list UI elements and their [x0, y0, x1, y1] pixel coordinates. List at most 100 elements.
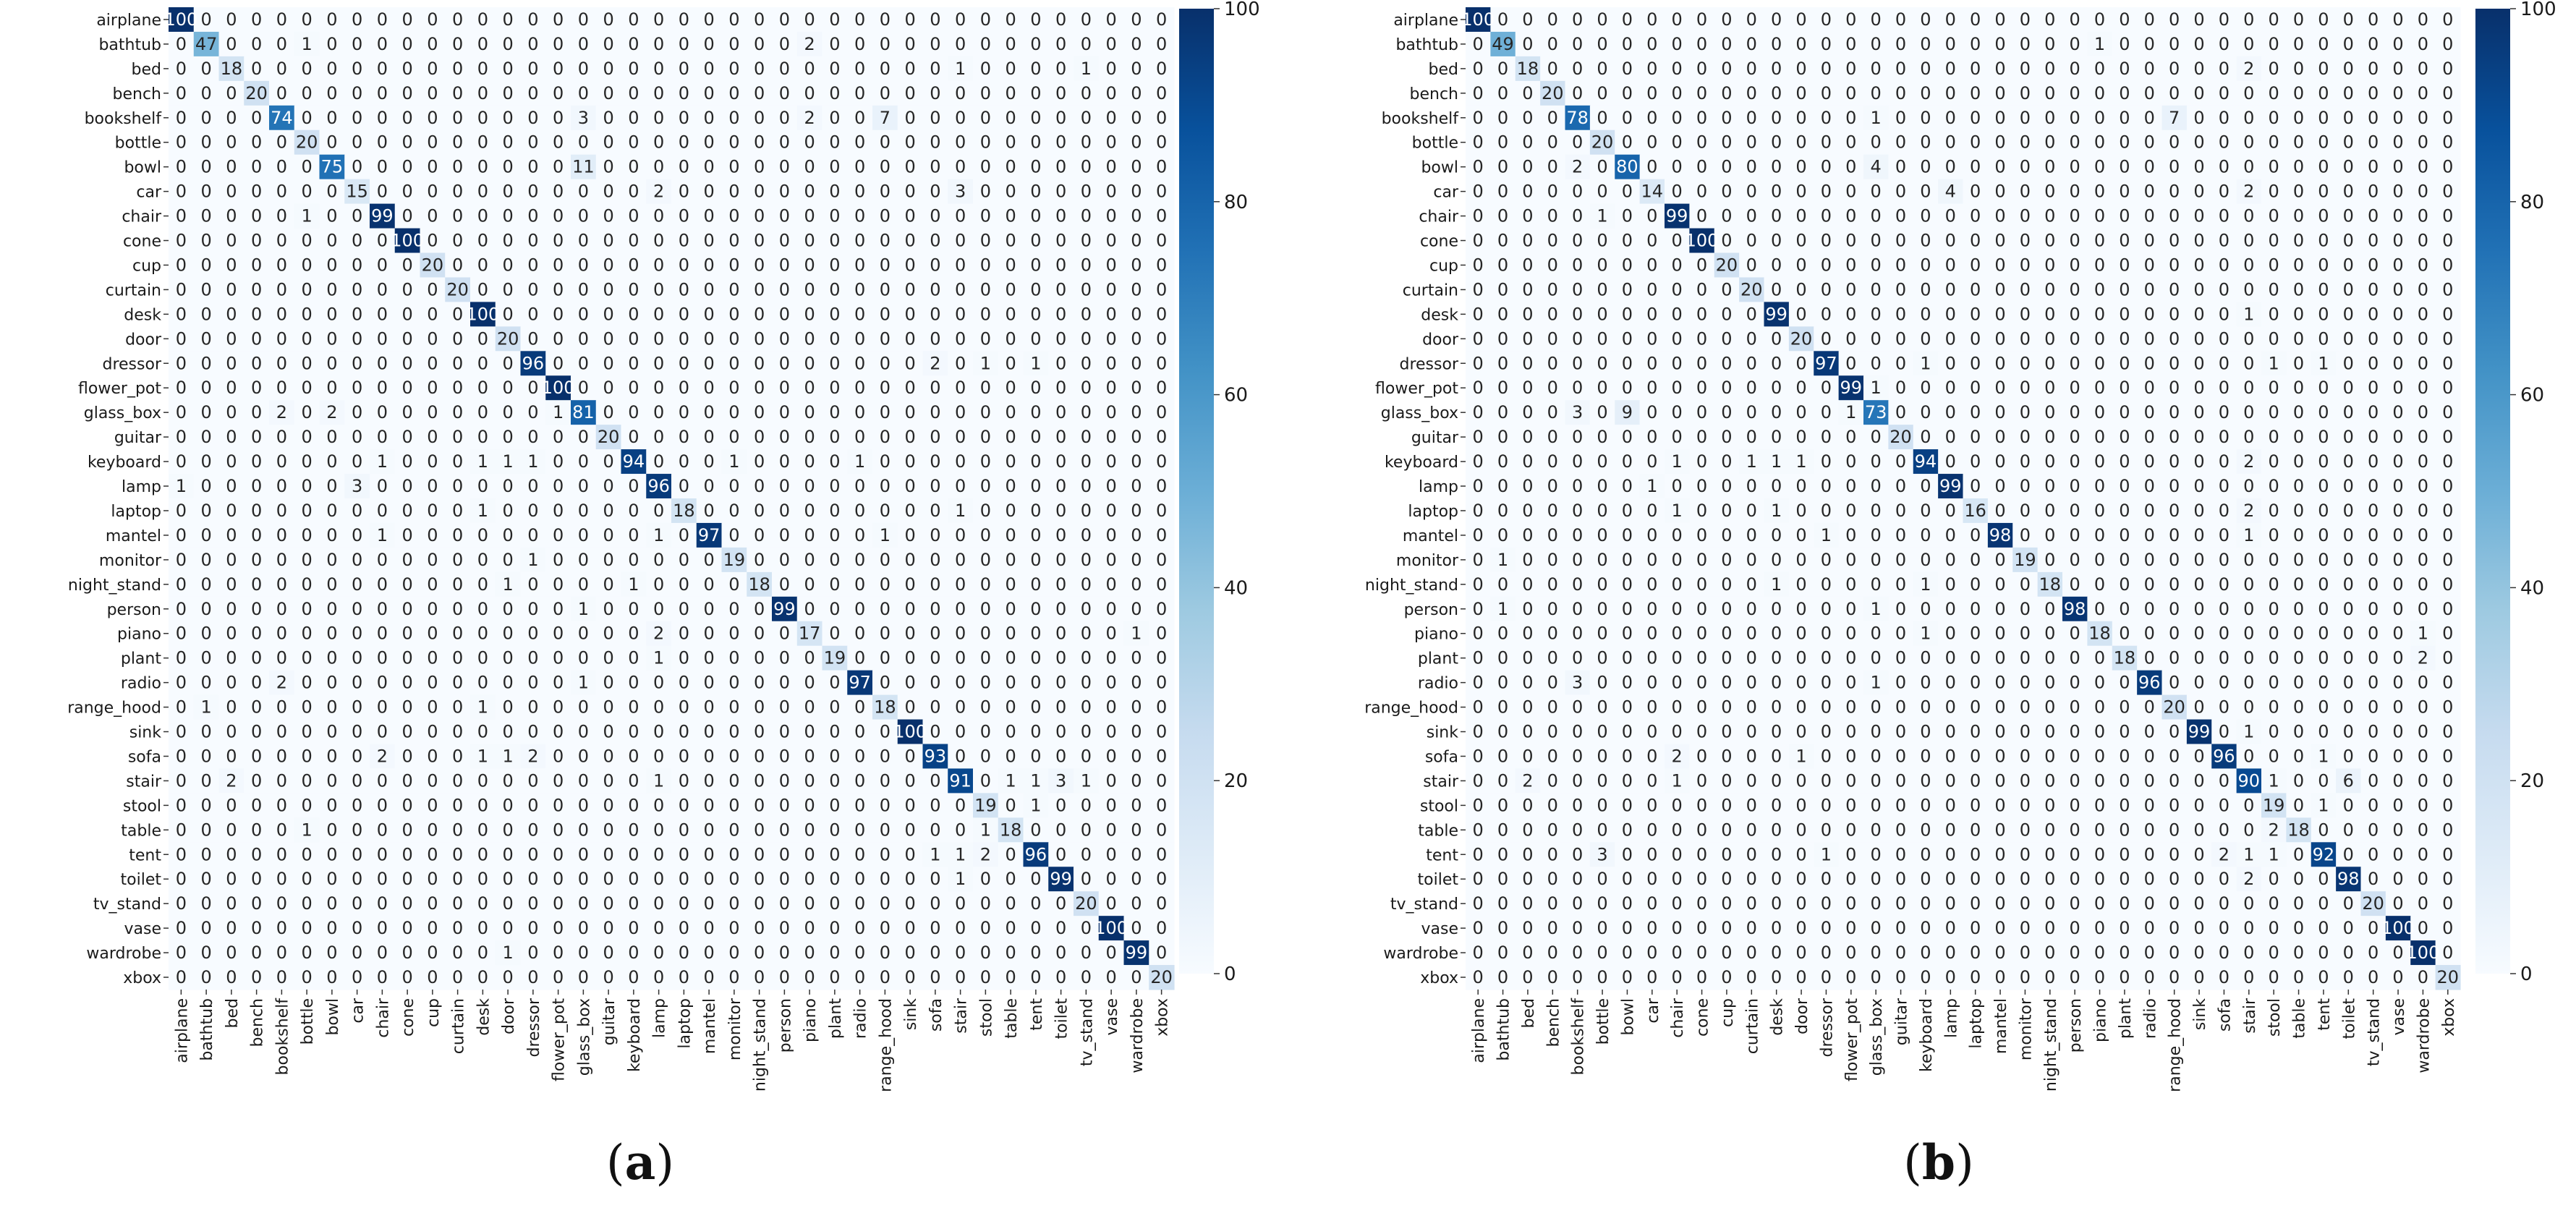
cell-value-label: 0	[754, 525, 765, 545]
cell-value-label: 0	[1105, 182, 1116, 202]
heatmap-cell	[872, 326, 898, 352]
cell-value-label: 0	[200, 648, 211, 668]
cell-value-label: 0	[1081, 722, 1092, 742]
cell-value-label: 0	[980, 231, 991, 251]
cell-value-label: 0	[930, 402, 940, 422]
cell-value-label: 0	[679, 83, 689, 103]
cell-value-label: 0	[804, 83, 815, 103]
cell-value-label: 0	[930, 967, 940, 987]
cell-value-label: 0	[276, 574, 287, 595]
cell-value-label: 0	[377, 943, 388, 963]
cell-value-label: 93	[924, 746, 947, 766]
cell-value-label: 0	[200, 378, 211, 398]
cell-value-label: 0	[603, 206, 613, 226]
cell-value-label: 0	[1055, 132, 1066, 153]
heatmap-cell	[1023, 252, 1049, 278]
cell-value-label: 0	[352, 206, 362, 226]
cell-value-label: 0	[880, 427, 890, 447]
cell-value-label: 0	[1055, 746, 1066, 766]
cell-value-label: 0	[251, 770, 262, 791]
cell-value-label: 0	[703, 255, 714, 275]
cell-value-label: 0	[628, 9, 639, 30]
heatmap-cell	[872, 302, 898, 327]
cell-value-label: 0	[930, 476, 940, 496]
cell-value-label: 0	[980, 943, 991, 963]
cell-value-label: 0	[829, 353, 840, 373]
cell-value-label: 0	[653, 378, 664, 398]
heatmap-cell	[872, 105, 898, 131]
cell-value-label: 0	[703, 353, 714, 373]
y-tick-label: piano	[117, 626, 161, 644]
cell-value-label: 97	[698, 525, 720, 545]
cell-value-label: 1	[930, 844, 940, 864]
cell-value-label: 0	[1156, 770, 1167, 791]
heatmap-cell	[420, 203, 446, 229]
heatmap-cell	[470, 203, 496, 229]
cell-value-label: 0	[301, 279, 312, 299]
cell-value-label: 0	[904, 182, 915, 202]
heatmap-cell	[370, 154, 396, 180]
cell-value-label: 0	[301, 427, 312, 447]
heatmap-cell	[545, 179, 571, 205]
cell-value-label: 0	[779, 844, 790, 864]
y-tick-label: table	[121, 822, 161, 840]
cell-value-label: 0	[980, 157, 991, 177]
cell-value-label: 0	[226, 918, 237, 938]
cell-value-label: 0	[1055, 795, 1066, 815]
cell-value-label: 0	[527, 157, 538, 177]
cell-value-label: 0	[301, 328, 312, 349]
heatmap-cell	[922, 252, 948, 278]
heatmap-cell	[671, 105, 697, 131]
cell-value-label: 0	[226, 550, 237, 570]
cell-value-label: 0	[829, 476, 840, 496]
heatmap-cell	[696, 179, 723, 205]
cell-value-label: 0	[226, 34, 237, 54]
cell-value-label: 0	[804, 844, 815, 864]
cell-value-label: 0	[1622, 9, 1633, 30]
confusion-matrix-b-svg: 100 0 0 0 0 0 0 0 0 0 0 0 0 0 0 0 0 0 0 0 0 0 0 0 0 0 0 0 0 0 0 0 0 0 0 0 0 0…	[1364, 0, 2556, 1191]
cell-value-label: 0	[502, 59, 513, 79]
heatmap-cell	[897, 228, 924, 254]
cell-value-label: 0	[578, 648, 589, 668]
heatmap-cell	[897, 31, 924, 57]
cell-value-label: 0	[1131, 328, 1142, 349]
heatmap-cell	[244, 105, 270, 131]
cell-value-label: 0	[176, 648, 187, 668]
cell-value-label: 0	[226, 893, 237, 914]
cell-value-label: 0	[226, 255, 237, 275]
cell-value-label: 0	[930, 795, 940, 815]
cell-value-label: 0	[553, 108, 564, 128]
cell-value-label: 0	[930, 83, 940, 103]
cell-value-label: 0	[401, 770, 412, 791]
cell-value-label: 0	[804, 182, 815, 202]
cell-value-label: 0	[1005, 648, 1016, 668]
cell-value-label: 0	[553, 869, 564, 889]
heatmap-cell	[470, 326, 496, 352]
heatmap-cell	[1048, 80, 1074, 106]
heatmap-cell	[344, 228, 370, 254]
cell-value-label: 0	[326, 451, 337, 472]
y-tick-label: stair	[126, 773, 162, 791]
cell-value-label: 0	[628, 132, 639, 153]
cell-value-label: 0	[1105, 722, 1116, 742]
cell-value-label: 0	[527, 967, 538, 987]
heatmap-cell	[1048, 252, 1074, 278]
heatmap-cell	[495, 351, 522, 376]
heatmap-cell	[822, 154, 848, 180]
heatmap-cell	[169, 80, 195, 106]
cell-value-label: 0	[904, 770, 915, 791]
cell-value-label: 0	[200, 9, 211, 30]
cell-value-label: 0	[1597, 9, 1607, 30]
cell-value-label: 0	[477, 34, 488, 54]
cell-value-label: 0	[427, 206, 438, 226]
cell-value-label: 0	[377, 722, 388, 742]
cell-value-label: 1	[477, 501, 488, 521]
heatmap-cell	[696, 277, 723, 302]
cell-value-label: 0	[603, 599, 613, 619]
cell-value-label: 0	[829, 59, 840, 79]
cell-value-label: 0	[1156, 795, 1167, 815]
cell-value-label: 0	[527, 722, 538, 742]
cell-value-label: 0	[1156, 304, 1167, 324]
cell-value-label: 0	[955, 918, 966, 938]
heatmap-cell	[897, 277, 924, 302]
